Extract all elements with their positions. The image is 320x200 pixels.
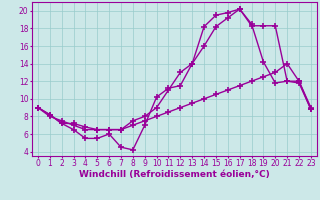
X-axis label: Windchill (Refroidissement éolien,°C): Windchill (Refroidissement éolien,°C) (79, 170, 270, 179)
